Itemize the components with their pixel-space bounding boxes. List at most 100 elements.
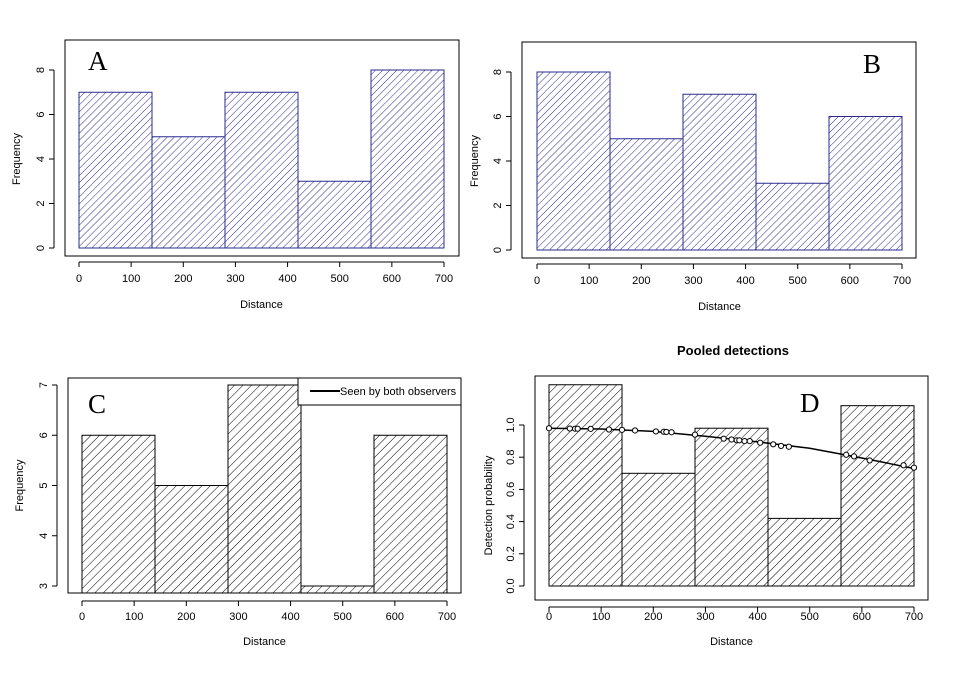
bar-420-560: [297, 180, 372, 249]
x-tick-label: 0: [534, 275, 540, 287]
plot-frame: [521, 41, 917, 259]
bar-140-280: [621, 472, 696, 587]
detection-point: [663, 428, 670, 436]
panel-a: 0 100 200 300 400 500 600 700 Distance 0 2 4 6 8 Frequ…: [11, 39, 460, 311]
x-tick-label: 300: [684, 275, 702, 287]
y-axis-label: Detection probability: [483, 455, 495, 555]
y-tick-label: 6: [492, 113, 504, 119]
x-tick-label: 200: [644, 611, 662, 623]
y-tick-label: 0.2: [505, 546, 517, 561]
detection-point: [574, 425, 581, 432]
x-axis-label: Distance: [710, 636, 753, 648]
x-tick-label: 700: [438, 611, 456, 623]
bar-280-420: [227, 384, 302, 594]
x-tick-label: 100: [580, 275, 598, 287]
bar-560-700: [828, 116, 903, 251]
y-tick-label: 3: [38, 583, 50, 589]
y-tick-label: 0.0: [505, 578, 517, 593]
x-tick-label: 200: [177, 611, 195, 623]
detection-point: [770, 441, 777, 448]
y-tick-label: 6: [35, 111, 47, 117]
x-tick-label: 700: [435, 273, 453, 285]
y-tick-label: 0.8: [505, 450, 517, 465]
x-tick-label: 500: [334, 611, 352, 623]
bar-560-700: [373, 434, 448, 594]
detection-point: [866, 457, 873, 464]
panel-d: 0 100 200 300 400 500 600 700 Distance 0.0 0.2 0.4 0…: [483, 343, 929, 648]
bar-140-280: [609, 138, 684, 251]
x-tick-label: 0: [76, 273, 82, 285]
bar-420-560: [755, 182, 830, 251]
x-tick-label: 0: [546, 611, 552, 623]
x-tick-label: 300: [696, 611, 714, 623]
bar-420-560: [767, 517, 842, 587]
x-tick-label: 400: [748, 611, 766, 623]
detection-point: [843, 451, 850, 458]
x-tick-label: 600: [841, 275, 859, 287]
bar-140-280: [151, 136, 226, 249]
detection-point: [587, 425, 594, 432]
x-tick-label: 100: [592, 611, 610, 623]
y-axis-label: Frequency: [14, 459, 26, 511]
y-tick-label: 7: [38, 382, 50, 388]
detection-point: [618, 426, 626, 433]
bar-560-700: [840, 405, 915, 587]
detection-point: [736, 437, 743, 444]
detection-point: [652, 428, 659, 435]
x-tick-label: 700: [905, 611, 923, 623]
y-tick-label: 2: [492, 202, 504, 208]
panel-title: Pooled detections: [677, 343, 789, 358]
x-tick-label: 400: [736, 275, 754, 287]
x-tick-label: 700: [893, 275, 911, 287]
detection-point: [900, 462, 907, 469]
y-tick-label: 6: [38, 432, 50, 438]
y-tick-label: 0: [492, 247, 504, 253]
y-tick-label: 5: [38, 482, 50, 488]
detection-point: [545, 425, 553, 432]
panel-letter: C: [88, 389, 106, 419]
y-tick-label: 8: [35, 67, 47, 73]
bar-0-140: [81, 434, 156, 594]
detection-point: [777, 442, 785, 450]
bar-560-700: [370, 69, 445, 249]
bar-0-140: [548, 384, 623, 587]
y-tick-label: 4: [38, 533, 50, 539]
x-tick-label: 600: [383, 273, 401, 285]
panel-b: 0 100 200 300 400 500 600 700 Distance 0 2 4 6 8 Frequ…: [469, 41, 917, 313]
y-tick-label: 1.0: [505, 417, 517, 432]
y-axis-label: Frequency: [469, 135, 481, 187]
detection-point: [720, 435, 727, 442]
bar-280-420: [224, 91, 299, 249]
y-tick-label: 2: [35, 200, 47, 206]
detection-point: [746, 438, 753, 445]
x-tick-label: 400: [278, 273, 296, 285]
bar-280-420: [694, 427, 769, 587]
x-tick-label: 100: [125, 611, 143, 623]
x-tick-label: 100: [122, 273, 140, 285]
detection-point: [785, 443, 792, 450]
x-tick-label: 600: [853, 611, 871, 623]
detection-point: [728, 436, 735, 443]
x-tick-label: 400: [281, 611, 299, 623]
x-axis-label: Distance: [698, 301, 741, 313]
x-tick-label: 500: [789, 275, 807, 287]
detection-point: [566, 425, 573, 432]
y-tick-label: 0.6: [505, 482, 517, 497]
x-tick-label: 0: [79, 611, 85, 623]
detection-point: [691, 431, 699, 438]
x-axis-label: Distance: [240, 299, 283, 311]
x-tick-label: 600: [386, 611, 404, 623]
x-tick-label: 200: [632, 275, 650, 287]
bar-280-420: [682, 93, 757, 251]
panel-letter: B: [863, 49, 881, 79]
detection-point: [850, 453, 858, 460]
bar-140-280: [154, 485, 229, 594]
legend-entry: Seen by both observers: [340, 386, 457, 398]
x-tick-label: 300: [229, 611, 247, 623]
y-tick-label: 4: [492, 158, 504, 164]
detection-point: [910, 464, 918, 471]
detection-point: [741, 438, 748, 445]
x-tick-label: 200: [174, 273, 192, 285]
plot-frame: [64, 39, 460, 257]
